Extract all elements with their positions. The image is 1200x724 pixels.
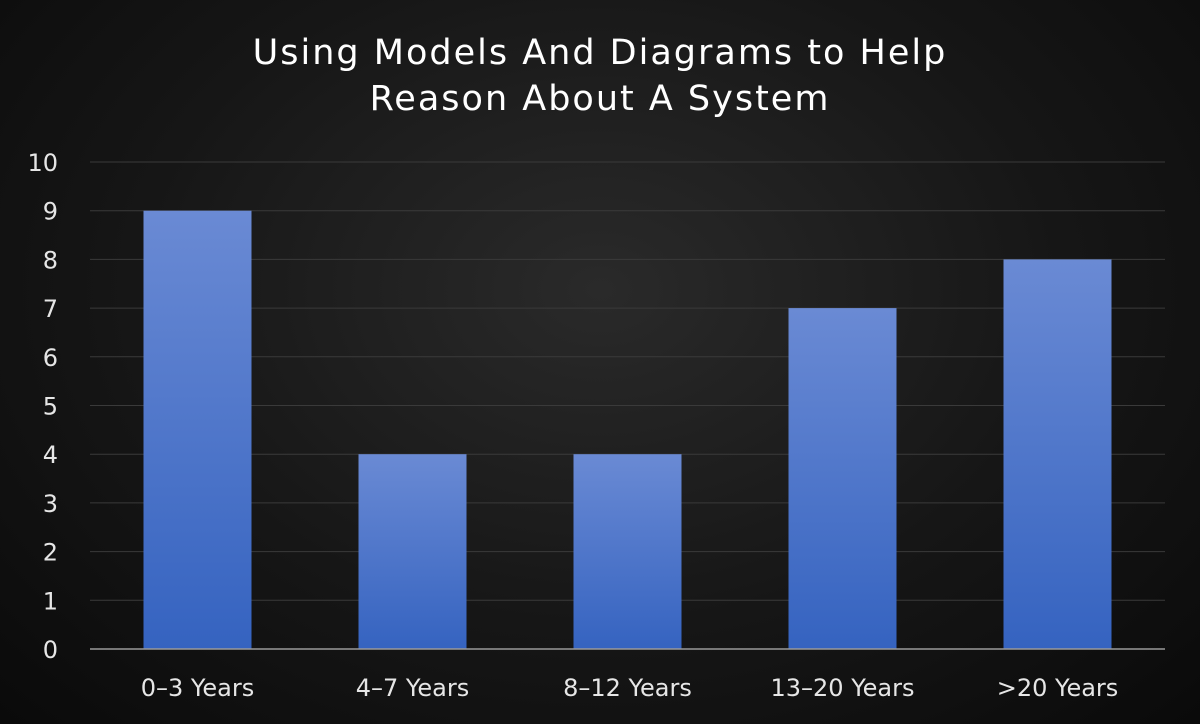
bar xyxy=(573,454,682,649)
y-tick-label: 6 xyxy=(43,344,58,372)
x-tick-label: >20 Years xyxy=(997,674,1119,702)
x-tick-label: 0–3 Years xyxy=(141,674,254,702)
y-tick-label: 1 xyxy=(43,587,58,615)
bar xyxy=(788,308,897,649)
x-tick-label: 13–20 Years xyxy=(770,674,914,702)
y-tick-label: 10 xyxy=(27,149,58,177)
x-tick-label: 8–12 Years xyxy=(563,674,692,702)
x-axis-labels: 0–3 Years 4–7 Years 8–12 Years 13–20 Years >… xyxy=(141,674,1119,702)
y-tick-label: 7 xyxy=(43,295,58,323)
y-tick-label: 9 xyxy=(43,198,58,226)
bar xyxy=(1003,259,1112,649)
y-tick-label: 4 xyxy=(43,441,58,469)
y-tick-label: 2 xyxy=(43,539,58,567)
x-tick-label: 4–7 Years xyxy=(356,674,469,702)
chart-title-line-1: Using Models And Diagrams to Help xyxy=(252,33,948,73)
y-axis-ticks: 0 1 2 3 4 5 6 7 8 9 10 xyxy=(27,149,58,664)
bar xyxy=(358,454,467,649)
chart-title-line-2: Reason About A System xyxy=(369,79,831,119)
y-tick-label: 3 xyxy=(43,490,58,518)
y-tick-label: 5 xyxy=(43,393,58,421)
bar xyxy=(143,210,252,649)
y-tick-label: 0 xyxy=(43,636,58,664)
y-tick-label: 8 xyxy=(43,246,58,274)
bars xyxy=(143,210,1112,649)
chart-title: Using Models And Diagrams to Help Reason… xyxy=(0,30,1200,122)
